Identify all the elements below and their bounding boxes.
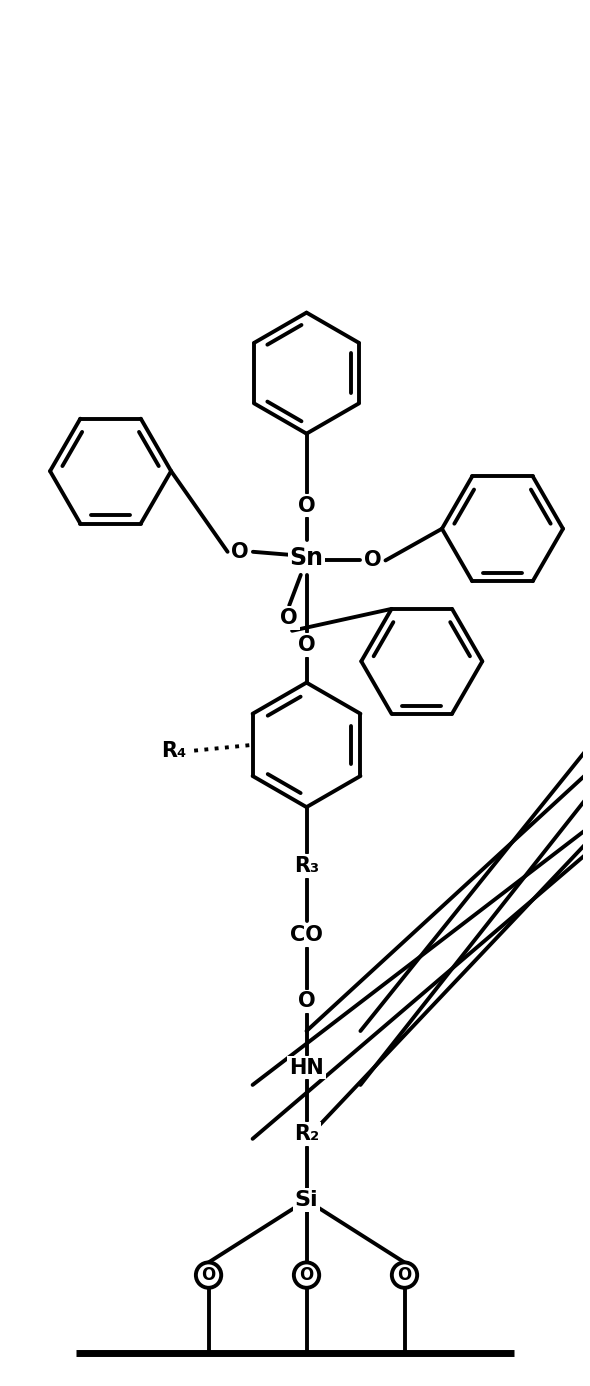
Text: Sn: Sn	[290, 546, 323, 570]
Text: CO: CO	[290, 924, 323, 945]
Text: O: O	[201, 1265, 216, 1283]
Circle shape	[392, 1263, 417, 1288]
Text: R₂: R₂	[294, 1124, 319, 1143]
Text: O: O	[298, 991, 315, 1012]
Text: HN: HN	[289, 1058, 324, 1078]
Text: Si: Si	[295, 1191, 319, 1210]
Text: O: O	[231, 542, 249, 561]
Text: O: O	[298, 635, 315, 656]
Text: O: O	[364, 550, 382, 571]
Text: O: O	[298, 496, 315, 516]
Circle shape	[196, 1263, 221, 1288]
Text: O: O	[280, 608, 298, 628]
Text: R₃: R₃	[294, 857, 319, 876]
Text: O: O	[398, 1265, 412, 1283]
Circle shape	[294, 1263, 319, 1288]
Text: O: O	[299, 1265, 314, 1283]
Text: R₄: R₄	[161, 740, 186, 761]
